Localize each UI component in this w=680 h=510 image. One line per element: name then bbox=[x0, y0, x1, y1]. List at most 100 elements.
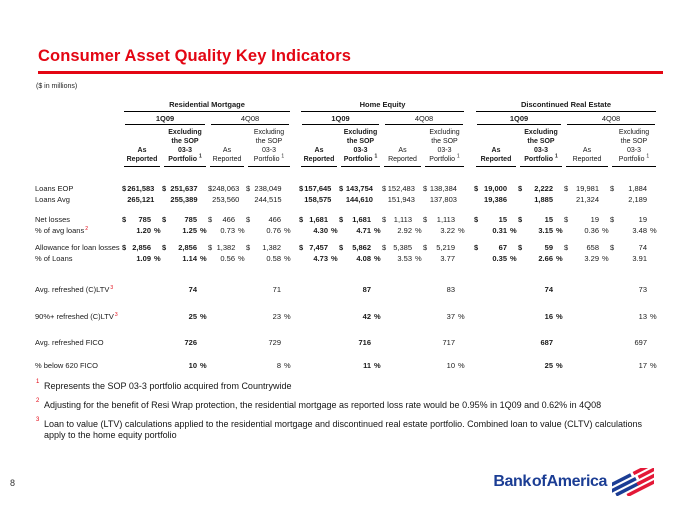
table-cell: 71 bbox=[272, 285, 281, 294]
table-cell: 25% bbox=[544, 361, 563, 370]
table-cell: 4.71% bbox=[356, 226, 381, 235]
column-header: Excluding the SOP 03-3 Portfolio 1 bbox=[520, 125, 562, 167]
table-cell: 1.14% bbox=[182, 254, 207, 263]
table-row: Residential Mortgage Home Equity Discontin… bbox=[35, 100, 663, 112]
table-cell: 4.73% bbox=[313, 254, 338, 263]
table-row: Allowance for loan losses $2,856 $2,856 $1,… bbox=[35, 242, 663, 253]
table-cell: 0.58% bbox=[266, 254, 291, 263]
table-row: 1Q09 4Q08 1Q09 4Q08 1Q09 4Q08 bbox=[35, 112, 663, 125]
table-cell: 3.91 bbox=[632, 254, 647, 263]
row-label: 90%+ refreshed (C)LTV3 bbox=[35, 311, 118, 321]
table-cell: 697 bbox=[634, 338, 647, 347]
table-cell: $1,113 bbox=[423, 215, 455, 224]
period-header: 4Q08 bbox=[211, 112, 289, 125]
footnote-text: Adjusting for the benefit of Resi Wrap p… bbox=[44, 400, 602, 410]
table-cell: $658 bbox=[564, 243, 599, 252]
table-cell: $157,645 bbox=[299, 184, 332, 193]
table-row: Loans Avg 265,121 255,389 253,560 244,515 158… bbox=[35, 194, 663, 205]
table-cell: $1,382 bbox=[246, 243, 281, 252]
footnote-3: 3 Loan to value (LTV) calculations applie… bbox=[36, 417, 643, 440]
column-header: As Reported bbox=[566, 125, 608, 167]
footnotes: 1 Represents the SOP 03-3 portfolio acqui… bbox=[36, 379, 643, 449]
table-cell: $138,384 bbox=[423, 184, 457, 193]
units-note: ($ in millions) bbox=[36, 83, 78, 90]
table-cell: $7,457 bbox=[299, 243, 328, 252]
table-cell: 2,189 bbox=[628, 195, 647, 204]
table-cell: 17% bbox=[638, 361, 657, 370]
title-divider bbox=[38, 71, 663, 74]
table-cell: 255,389 bbox=[170, 195, 198, 204]
table-cell: 0.31% bbox=[492, 226, 517, 235]
table-cell: 4.30% bbox=[313, 226, 338, 235]
table-cell: $19 bbox=[564, 215, 599, 224]
table-cell: 1.25% bbox=[182, 226, 207, 235]
table-cell: 83 bbox=[446, 285, 455, 294]
table-cell: 3.22% bbox=[440, 226, 465, 235]
table-cell: 16% bbox=[544, 312, 563, 321]
table-cell: 11% bbox=[363, 361, 381, 370]
logo-wordmark: Bank of America bbox=[493, 473, 607, 490]
table-cell: $248,063 bbox=[208, 184, 240, 193]
period-header: 4Q08 bbox=[567, 112, 655, 125]
row-label: Loans Avg bbox=[35, 195, 70, 204]
table-cell: 73 bbox=[638, 285, 647, 294]
row-label: Net losses bbox=[35, 215, 71, 224]
column-header: Excluding the SOP 03-3 Portfolio 1 bbox=[612, 125, 656, 167]
table-cell: $74 bbox=[610, 243, 647, 252]
table-row: % below 620 FICO 10% 8% 11% 10% 25% 17% bbox=[35, 360, 663, 371]
table-cell: 3.48% bbox=[632, 226, 657, 235]
table-cell: 37% bbox=[446, 312, 465, 321]
group-header: Home Equity bbox=[301, 100, 464, 112]
table-cell: 13% bbox=[638, 312, 657, 321]
table-cell: 10% bbox=[446, 361, 465, 370]
table-cell: 3.53% bbox=[397, 254, 422, 263]
table-row: % of avg loans2 1.20% 1.25% 0.73% 0.76% 4.30%… bbox=[35, 225, 663, 236]
table-row: Net losses $785 $785 $466 $466 $1,681 $1,681 $1… bbox=[35, 214, 663, 225]
table-cell: $261,583 bbox=[122, 184, 155, 193]
table-cell: 1.20% bbox=[136, 226, 161, 235]
table-row: As Reported Excluding the SOP 03-3 Portfolio … bbox=[35, 125, 663, 167]
table-cell: 253,560 bbox=[212, 195, 240, 204]
table-row: % of Loans 1.09% 1.14% 0.56% 0.58% 4.73% 4.08%… bbox=[35, 253, 663, 264]
table-cell: 2.92% bbox=[397, 226, 422, 235]
table-cell: $251,637 bbox=[162, 184, 198, 193]
table-cell: 8% bbox=[276, 361, 291, 370]
footnote-2: 2 Adjusting for the benefit of Resi Wrap … bbox=[36, 398, 602, 410]
table-cell: $19,000 bbox=[474, 184, 507, 193]
table-cell: 19,386 bbox=[484, 195, 507, 204]
table-row: Avg. refreshed FICO 726 729 716 717 687 697 bbox=[35, 337, 663, 348]
table-cell: $785 bbox=[162, 215, 197, 224]
table-cell: $1,681 bbox=[299, 215, 328, 224]
table-cell: 4.08% bbox=[356, 254, 381, 263]
group-header: Residential Mortgage bbox=[124, 100, 290, 112]
table-cell: $143,754 bbox=[339, 184, 373, 193]
table-cell: 137,803 bbox=[429, 195, 457, 204]
table-cell: $15 bbox=[518, 215, 553, 224]
column-header: As Reported bbox=[210, 125, 244, 167]
table-cell: 10% bbox=[188, 361, 207, 370]
table-cell: $59 bbox=[518, 243, 553, 252]
table-cell: $466 bbox=[246, 215, 281, 224]
row-label: Avg. refreshed FICO bbox=[35, 338, 104, 347]
table-cell: 87 bbox=[362, 285, 371, 294]
table-cell: 716 bbox=[358, 338, 371, 347]
period-header: 1Q09 bbox=[302, 112, 379, 125]
footnote-text: Loan to value (LTV) calculations applied… bbox=[44, 419, 643, 440]
table-cell: 74 bbox=[544, 285, 553, 294]
page-number: 8 bbox=[10, 478, 16, 488]
period-header: 1Q09 bbox=[125, 112, 205, 125]
table-cell: 23% bbox=[272, 312, 291, 321]
table-cell: $15 bbox=[474, 215, 507, 224]
table-cell: $67 bbox=[474, 243, 507, 252]
table-cell: 158,575 bbox=[304, 195, 332, 204]
table-cell: 3.29% bbox=[584, 254, 609, 263]
table-cell: 3.77 bbox=[440, 254, 455, 263]
table-cell: $466 bbox=[208, 215, 235, 224]
bank-of-america-logo: Bank of America bbox=[493, 468, 654, 496]
indicators-table: Residential Mortgage Home Equity Discontin… bbox=[35, 100, 663, 371]
table-cell: $152,483 bbox=[382, 184, 415, 193]
table-cell: $2,856 bbox=[122, 243, 151, 252]
column-header: As Reported bbox=[124, 125, 160, 167]
table-cell: $5,862 bbox=[339, 243, 371, 252]
